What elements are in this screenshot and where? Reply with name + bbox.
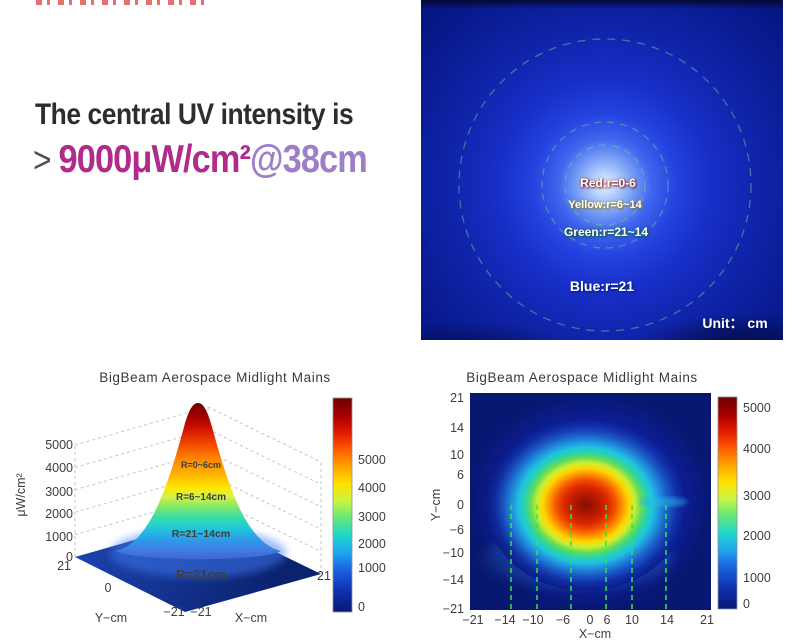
z-tick-5000: 5000 <box>45 438 73 452</box>
surface-ann-green: R=21~14cm <box>172 528 230 540</box>
measurement-distance: @38cm <box>250 138 368 181</box>
uv-intensity-value: 9000μW/cm² <box>58 138 251 181</box>
z-tick-1000: 1000 <box>45 530 73 544</box>
cbar-tick-4000: 4000 <box>358 481 386 495</box>
uv-beam-photo: Red:r=0-6 Yellow:r=6~14 Green:r=21~14 Bl… <box>421 0 783 340</box>
beam-rings-overlay <box>458 38 752 332</box>
z-tick-4000: 4000 <box>45 461 73 475</box>
heatmap-figure: BigBeam Aerospace Midlight Mains 21 14 1… <box>400 365 799 642</box>
hm-y-tick-4: 0 <box>457 498 464 512</box>
heatmap-title: BigBeam Aerospace Midlight Mains <box>466 370 698 385</box>
hm-cbar-tick-4000: 4000 <box>743 442 771 456</box>
hm-y-tick-8: −21 <box>443 602 464 616</box>
hm-x-tick-2: −10 <box>522 613 543 627</box>
z-tick-3000: 3000 <box>45 485 73 499</box>
greater-than-symbol: > <box>33 139 52 180</box>
unit-label: Unit： cm <box>702 315 768 331</box>
x-tick-neg21: −21 <box>190 605 211 619</box>
green-zone-label: Green:r=21~14 <box>563 225 649 239</box>
hm-cbar-tick-5000: 5000 <box>743 401 771 415</box>
surface-plot-title: BigBeam Aerospace Midlight Mains <box>99 370 331 385</box>
surface-colorbar <box>332 397 353 613</box>
yellow-zone-label: Yellow:r=6~14 <box>568 199 642 211</box>
clipped-red-text-remnant <box>36 0 208 5</box>
hm-x-tick-3: −6 <box>556 613 570 627</box>
hm-x-tick-8: 21 <box>700 613 714 627</box>
hm-y-tick-7: −14 <box>443 573 464 587</box>
cbar-tick-5000: 5000 <box>358 453 386 467</box>
red-zone-label: Red:r=0-6 <box>580 176 636 190</box>
hm-x-tick-0: −21 <box>462 613 483 627</box>
hm-cbar-tick-3000: 3000 <box>743 489 771 503</box>
y-tick-0: 0 <box>105 581 112 595</box>
hm-x-tick-1: −14 <box>494 613 515 627</box>
headline-line2: >9000μW/cm²@38cm <box>33 138 368 182</box>
hm-x-tick-5: 6 <box>604 613 611 627</box>
z-axis-label: μW/cm² <box>14 473 28 516</box>
surface-ann-blue: R=21cm <box>176 567 226 582</box>
surface-ann-red: R=0~6cm <box>181 460 221 470</box>
x-axis-label: X−cm <box>235 611 267 625</box>
hm-y-tick-6: −10 <box>443 546 464 560</box>
hm-x-tick-7: 14 <box>660 613 674 627</box>
y-axis-label: Y−cm <box>95 611 127 625</box>
hm-x-tick-6: 10 <box>625 613 639 627</box>
hm-y-axis-label: Y−cm <box>429 489 443 521</box>
cbar-tick-3000: 3000 <box>358 510 386 524</box>
cbar-tick-0: 0 <box>358 600 365 614</box>
ring-middle <box>541 121 669 249</box>
hm-cbar-tick-1000: 1000 <box>743 571 771 585</box>
surface-cone <box>116 403 281 560</box>
cbar-tick-1000: 1000 <box>358 561 386 575</box>
hm-x-axis-label: X−cm <box>579 627 611 641</box>
hm-cbar-tick-0: 0 <box>743 597 750 611</box>
y-tick-neg21: −21 <box>163 605 184 619</box>
hm-y-tick-3: 6 <box>457 468 464 482</box>
headline-line1: The central UV intensity is <box>35 98 354 131</box>
hm-y-tick-2: 10 <box>450 448 464 462</box>
x-tick-21: 21 <box>317 569 331 583</box>
hm-y-tick-1: 14 <box>450 421 464 435</box>
hm-x-tick-4: 0 <box>587 613 594 627</box>
ring-inner <box>564 144 646 226</box>
hm-y-tick-5: −6 <box>450 523 464 537</box>
z-tick-2000: 2000 <box>45 507 73 521</box>
hm-y-tick-0: 21 <box>450 391 464 405</box>
surface-plot-figure: BigBeam Aerospace Midlight Mains R=0~6cm… <box>0 365 400 642</box>
heatmap-colorbar <box>717 396 738 610</box>
blue-zone-label: Blue:r=21 <box>569 278 635 294</box>
y-tick-21: 21 <box>57 559 71 573</box>
surface-ann-yellow: R=6~14cm <box>176 492 226 503</box>
ring-outer <box>458 38 752 332</box>
cbar-tick-2000: 2000 <box>358 537 386 551</box>
heatmap-field <box>470 393 711 610</box>
z-tick-0: 0 <box>66 550 73 564</box>
hm-cbar-tick-2000: 2000 <box>743 529 771 543</box>
